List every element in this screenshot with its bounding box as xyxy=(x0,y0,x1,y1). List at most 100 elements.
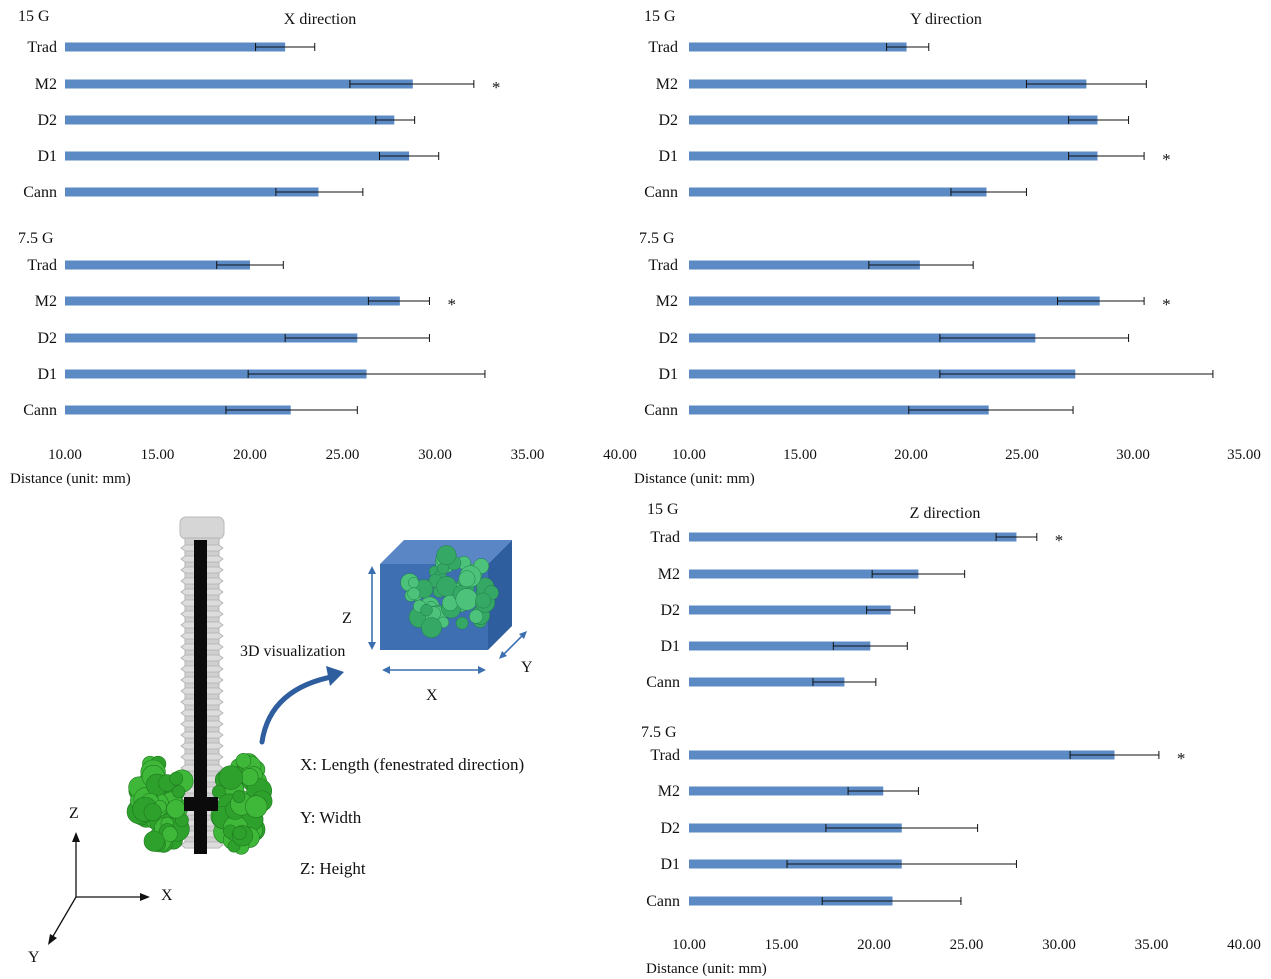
x-tick-label: 35.00 xyxy=(511,447,545,463)
significance-marker: * xyxy=(447,295,456,314)
category-label: Cann xyxy=(644,402,678,419)
bone-cement-graphic xyxy=(126,753,273,855)
cement-particle xyxy=(232,790,246,803)
x-tick-label: 40.00 xyxy=(1227,937,1261,953)
cement-particle xyxy=(143,803,162,822)
x-tick-label: 30.00 xyxy=(418,447,452,463)
bar xyxy=(689,641,871,651)
significance-marker: * xyxy=(1162,150,1171,169)
category-label: Cann xyxy=(23,184,57,201)
cement-particle xyxy=(143,830,165,852)
x-tick-label: 10.00 xyxy=(672,937,706,953)
x-tick-label: 15.00 xyxy=(783,447,817,463)
bar xyxy=(689,333,1036,343)
screw-head xyxy=(179,516,225,540)
bar xyxy=(689,569,919,579)
category-label: M2 xyxy=(656,293,678,310)
arrow-up-icon xyxy=(368,566,376,574)
category-label: Trad xyxy=(648,39,678,56)
bar xyxy=(689,896,893,906)
chart-y-direction: Y direction 15 G 7.5 G Distance (unit: m… xyxy=(634,8,1261,487)
category-label: M2 xyxy=(35,293,57,310)
group-label-15g: 15 G xyxy=(18,8,50,25)
bar xyxy=(689,750,1115,760)
bar xyxy=(65,42,286,52)
bar xyxy=(65,333,358,343)
category-label: D1 xyxy=(37,366,57,383)
category-label: M2 xyxy=(35,76,57,93)
frame-z-label: Z xyxy=(69,805,79,822)
arrow-up-right-icon xyxy=(519,631,527,639)
bar xyxy=(689,823,902,833)
cement-particle xyxy=(212,784,226,799)
x-tick-label: 20.00 xyxy=(233,447,267,463)
bar xyxy=(689,605,891,615)
cement-particle xyxy=(240,768,259,787)
cement-particle xyxy=(172,785,186,799)
legend-z: Z: Height xyxy=(300,859,366,878)
cement-particle xyxy=(235,753,252,769)
arrow-up-icon xyxy=(72,832,80,842)
legend-x: X: Length (fenestrated direction) xyxy=(300,755,524,774)
category-label: Cann xyxy=(646,893,680,910)
arrow-head-icon xyxy=(326,666,344,686)
bar xyxy=(65,79,413,89)
arrow-down-left-icon xyxy=(48,934,57,945)
category-label: Trad xyxy=(648,257,678,274)
bar xyxy=(65,260,250,270)
bar xyxy=(689,115,1098,125)
screw-illustration: 3D visualization Z X Y X: Length (fenest… xyxy=(28,516,533,966)
bar-marks: 10.00 15.00 20.00 25.00 30.00 35.00 Trad M2 D2 D1… xyxy=(644,39,1261,463)
bar-marks: 10.00 15.00 20.00 25.00 30.00 35.00 40.00 Trad *… xyxy=(646,529,1261,953)
coordinate-frame: Z X Y xyxy=(28,805,173,966)
group-label-7-5g: 7.5 G xyxy=(641,724,677,741)
cement-particle xyxy=(244,795,268,818)
blob-particle xyxy=(408,577,420,589)
category-label: Cann xyxy=(644,184,678,201)
bar xyxy=(65,369,367,379)
category-label: Trad xyxy=(27,257,57,274)
blob-particle xyxy=(455,616,469,630)
category-label: Cann xyxy=(646,674,680,691)
cube-side-face xyxy=(488,540,512,650)
bar xyxy=(689,405,989,415)
bar xyxy=(689,532,1017,542)
cement-particle xyxy=(169,771,184,786)
x-tick-label: 25.00 xyxy=(950,937,984,953)
blob-particle xyxy=(475,592,492,609)
bar xyxy=(65,405,291,415)
cement-particle xyxy=(166,799,186,819)
blob-particle xyxy=(436,545,457,566)
cement-particle xyxy=(218,765,243,790)
category-label: D1 xyxy=(660,638,680,655)
chart-z-direction: Z direction 15 G 7.5 G Distance (unit: m… xyxy=(641,501,1261,977)
x-axis-label: Distance (unit: mm) xyxy=(646,961,767,977)
category-label: M2 xyxy=(658,566,680,583)
x-tick-label: 20.00 xyxy=(894,447,928,463)
group-label-7-5g: 7.5 G xyxy=(639,230,675,247)
cube-y-label: Y xyxy=(521,659,533,676)
bar xyxy=(689,42,907,52)
x-tick-label: 40.00 xyxy=(603,447,637,463)
x-tick-label: 35.00 xyxy=(1227,447,1261,463)
bar xyxy=(689,677,845,687)
bar xyxy=(65,296,400,306)
category-label: D1 xyxy=(658,148,678,165)
significance-marker: * xyxy=(1162,295,1171,314)
bar xyxy=(689,369,1076,379)
x-axis-label: Distance (unit: mm) xyxy=(10,471,131,487)
bar xyxy=(689,151,1098,161)
x-tick-label: 10.00 xyxy=(48,447,82,463)
category-label: D2 xyxy=(37,330,57,347)
blob-particle xyxy=(420,603,433,617)
cement-particle xyxy=(232,826,247,840)
cement-volume-blob xyxy=(400,545,499,638)
category-label: M2 xyxy=(656,76,678,93)
x-tick-label: 15.00 xyxy=(141,447,175,463)
bar xyxy=(689,260,920,270)
blob-particle xyxy=(458,570,476,588)
category-label: D2 xyxy=(658,330,678,347)
x-tick-label: 20.00 xyxy=(857,937,891,953)
arrow-right-icon xyxy=(478,666,486,674)
